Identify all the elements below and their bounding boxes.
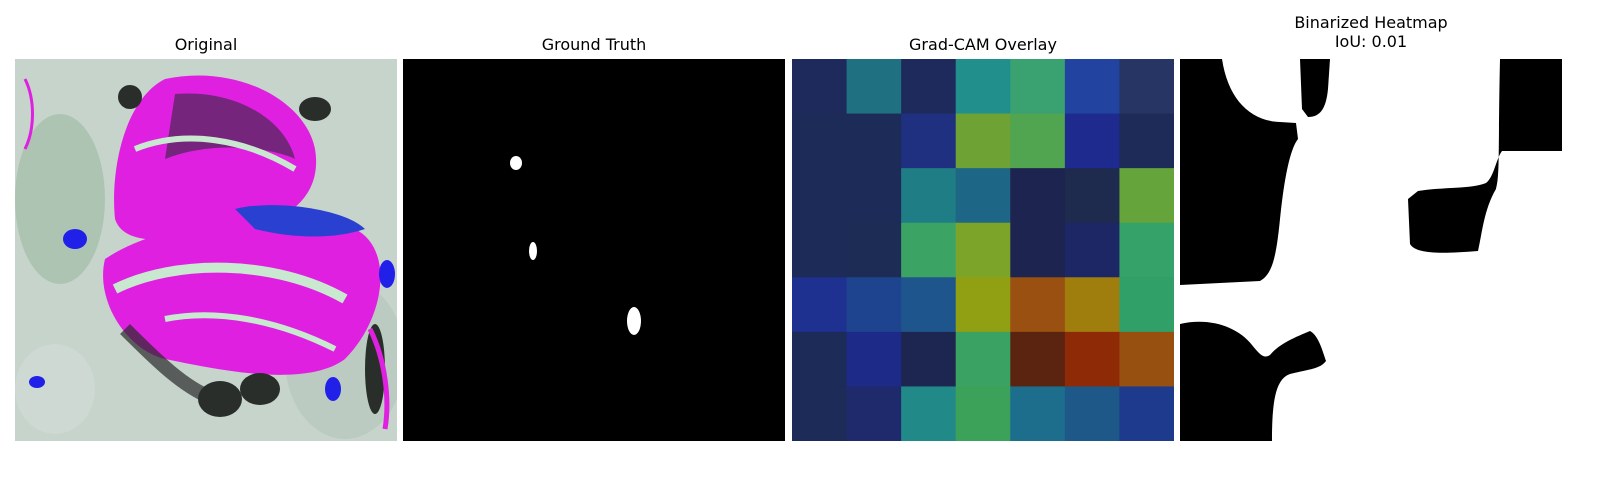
gradcam-cell	[955, 222, 1011, 278]
ground-truth-panel: Ground Truth	[403, 0, 785, 500]
gradcam-cell	[901, 59, 957, 115]
gradcam-cell	[1119, 113, 1174, 169]
iou-label: IoU: 0.01	[1334, 32, 1408, 51]
gradcam-cell	[1064, 113, 1120, 169]
gradcam-cell	[1010, 59, 1066, 115]
original-title: Original	[174, 35, 238, 54]
gradcam-cell	[1010, 113, 1066, 169]
binarized-panel: Binarized Heatmap IoU: 0.01	[1180, 0, 1562, 500]
gradcam-cell	[792, 277, 848, 333]
gradcam-cell	[955, 168, 1011, 224]
binarized-title-line1: Binarized Heatmap	[1294, 13, 1448, 32]
original-image	[15, 59, 397, 441]
gradcam-cell	[846, 386, 902, 441]
original-panel: Original	[15, 0, 397, 500]
gradcam-cell	[955, 386, 1011, 441]
gradcam-cell	[901, 386, 957, 441]
gradcam-cell	[1010, 168, 1066, 224]
gradcam-cell	[1064, 168, 1120, 224]
gradcam-title: Grad-CAM Overlay	[909, 35, 1057, 54]
gradcam-cell	[955, 277, 1011, 333]
binarized-image	[1180, 59, 1562, 441]
gradcam-cell	[1119, 222, 1174, 278]
gradcam-cell	[846, 331, 902, 387]
gradcam-cell	[846, 59, 902, 115]
gradcam-cell	[846, 168, 902, 224]
gradcam-cell	[792, 59, 848, 115]
gradcam-image	[792, 59, 1174, 441]
ground-truth-image	[403, 59, 785, 441]
gradcam-cell	[792, 168, 848, 224]
gradcam-cell	[1119, 277, 1174, 333]
gradcam-cell	[901, 168, 957, 224]
gradcam-cell	[955, 331, 1011, 387]
gradcam-cell	[1119, 59, 1174, 115]
gradcam-cell	[901, 222, 957, 278]
gradcam-cell	[955, 113, 1011, 169]
gradcam-cell	[1064, 222, 1120, 278]
gradcam-cell	[792, 222, 848, 278]
gradcam-cell	[846, 277, 902, 333]
gradcam-cell	[1010, 277, 1066, 333]
gradcam-panel: Grad-CAM Overlay	[792, 0, 1174, 500]
gradcam-cell	[1119, 168, 1174, 224]
gradcam-cell	[1119, 331, 1174, 387]
gradcam-cell	[1010, 222, 1066, 278]
gradcam-cell	[846, 113, 902, 169]
gradcam-cell	[1119, 386, 1174, 441]
gradcam-cell	[955, 59, 1011, 115]
ground-truth-title: Ground Truth	[541, 35, 647, 54]
gradcam-cell	[1064, 386, 1120, 441]
gradcam-cell	[1064, 331, 1120, 387]
gradcam-cell	[901, 331, 957, 387]
gradcam-cell	[792, 331, 848, 387]
gradcam-cell	[1010, 331, 1066, 387]
binarized-title: Binarized Heatmap IoU: 0.01	[1180, 13, 1562, 51]
gradcam-cell	[792, 386, 848, 441]
gradcam-cell	[792, 113, 848, 169]
gradcam-cell	[901, 113, 957, 169]
gradcam-cell	[1064, 59, 1120, 115]
gradcam-cell	[1010, 386, 1066, 441]
gradcam-cell	[1064, 277, 1120, 333]
gradcam-cell	[846, 222, 902, 278]
gradcam-cell	[901, 277, 957, 333]
